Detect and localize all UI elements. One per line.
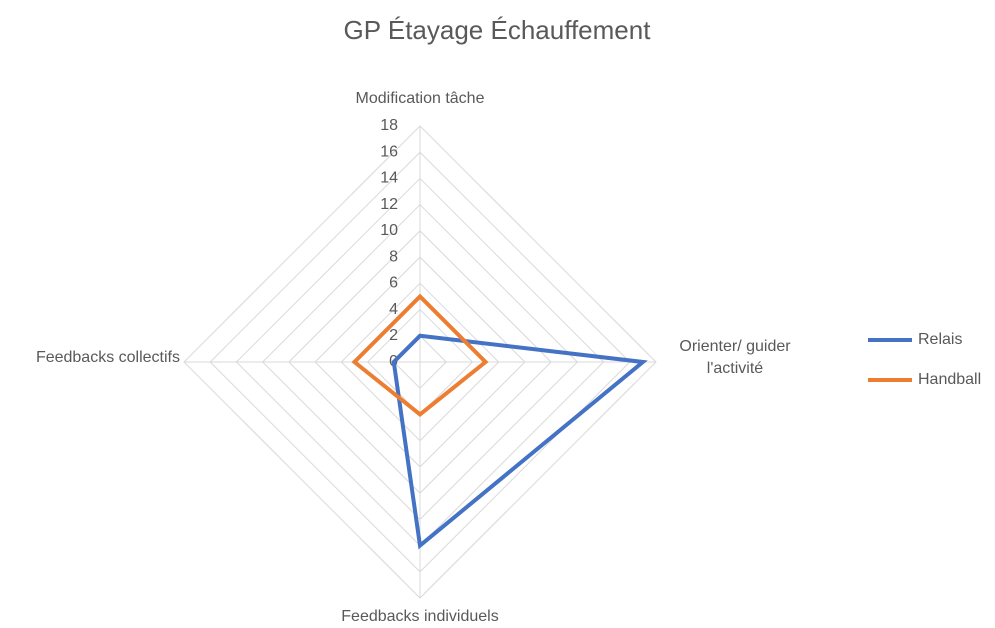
y-tick-label: 4 bbox=[389, 301, 398, 318]
y-tick-label: 18 bbox=[380, 117, 398, 134]
category-label: Orienter/ guider l'activité bbox=[679, 338, 791, 377]
y-tick-label: 2 bbox=[389, 327, 398, 344]
legend-label: Handball bbox=[918, 371, 981, 388]
series-line bbox=[351, 293, 489, 418]
category-label: Feedbacks collectifs bbox=[35, 349, 180, 366]
chart-title: GP Étayage Échauffement bbox=[344, 15, 652, 45]
y-tick-label: 16 bbox=[380, 143, 398, 160]
y-tick-label: 10 bbox=[380, 222, 398, 239]
category-label: Feedbacks individuels bbox=[341, 608, 499, 625]
y-tick-label: 6 bbox=[389, 275, 398, 292]
y-tick-label: 14 bbox=[380, 170, 398, 187]
category-label: Modification tâche bbox=[355, 90, 485, 107]
legend-label: Relais bbox=[918, 331, 962, 348]
series-line bbox=[391, 333, 648, 550]
y-tick-label: 12 bbox=[380, 196, 398, 213]
y-tick-label: 8 bbox=[389, 248, 398, 265]
